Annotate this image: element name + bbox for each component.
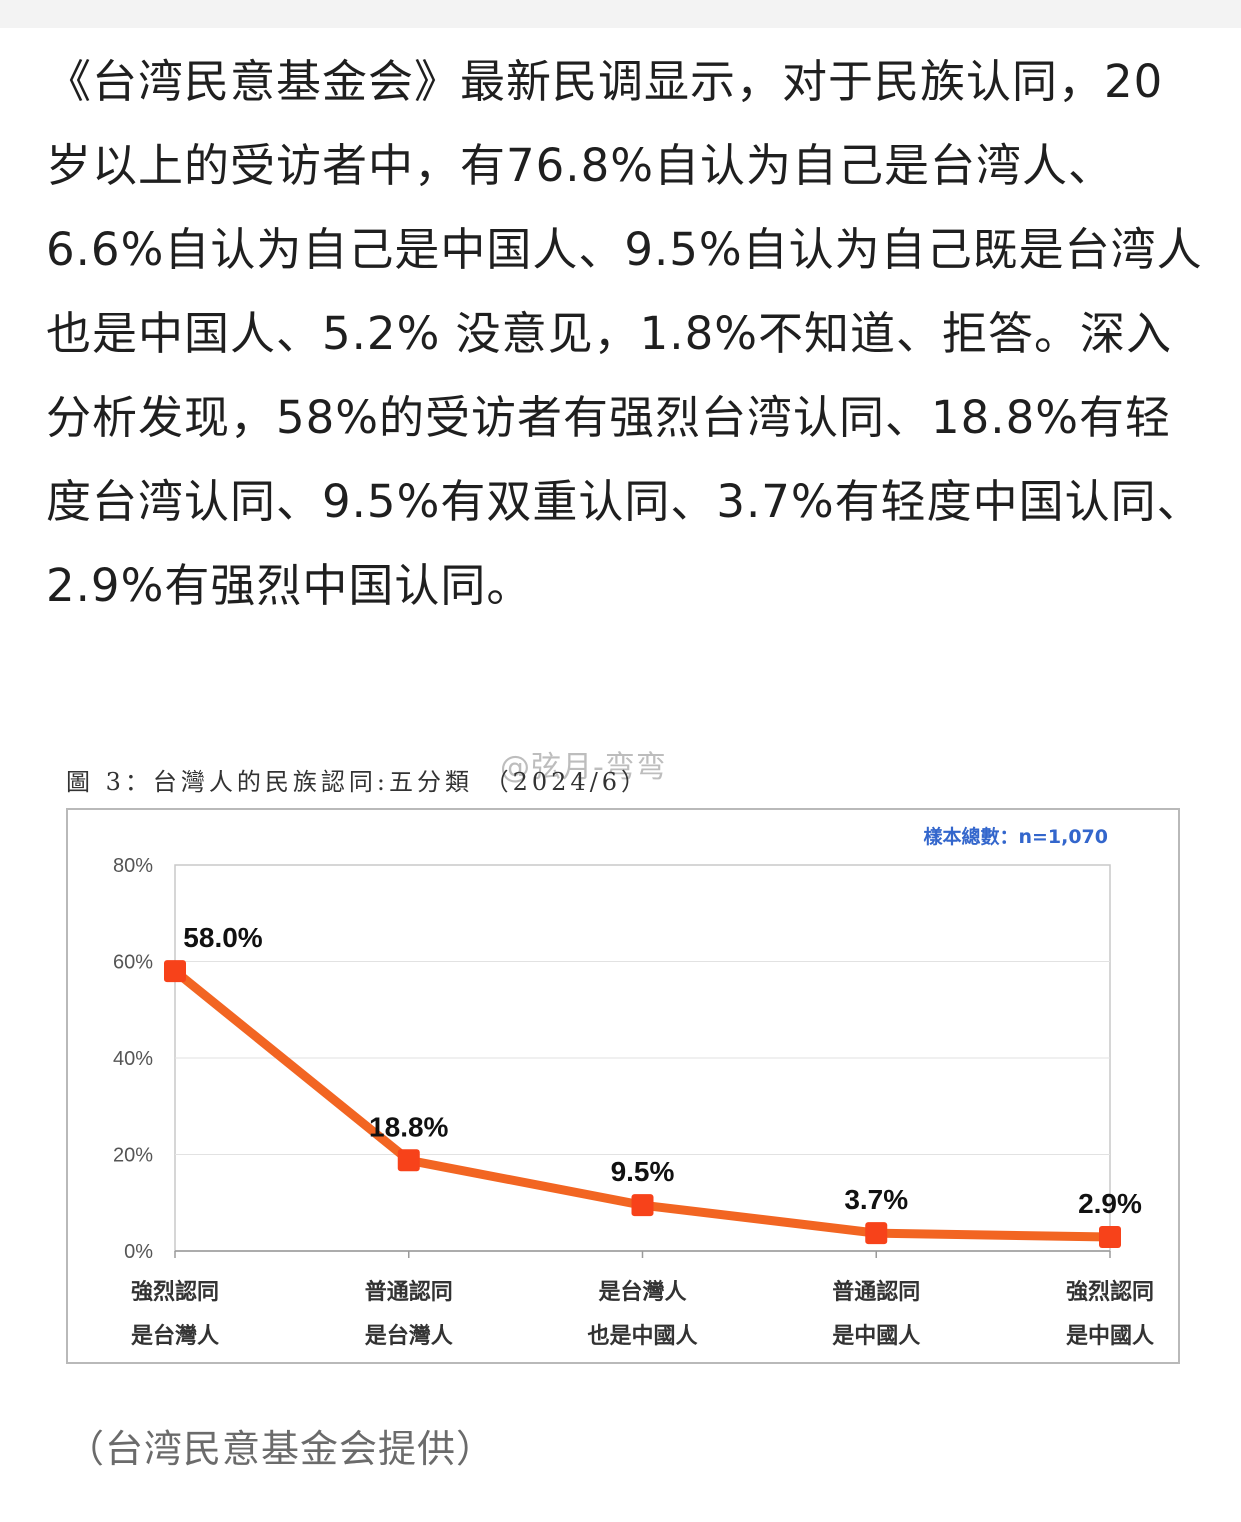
- x-tick-label: 普通認同: [832, 1279, 920, 1305]
- data-label: 58.0%: [183, 922, 262, 953]
- x-tick-label: 是台灣人: [131, 1323, 219, 1349]
- image-caption: （台湾民意基金会提供）: [66, 1427, 496, 1471]
- x-tick-label: 是中國人: [832, 1324, 920, 1349]
- y-tick-label: 0%: [124, 1241, 153, 1263]
- x-tick-label: 也是中國人: [587, 1324, 697, 1349]
- data-label: 18.8%: [369, 1111, 448, 1142]
- x-tick-label: 普通認同: [365, 1279, 453, 1305]
- data-point-marker: [1099, 1226, 1121, 1249]
- x-tick-label: 強烈認同: [1066, 1279, 1154, 1305]
- chart-frame: 0% 20% 40% 60% 80% 強烈認同 是台灣人 普通認同 是台灣人 是台灣人 也是中國人普…: [66, 808, 1180, 1364]
- data-point-marker: [397, 1149, 420, 1172]
- watermark-text: @弦月-弯弯: [500, 750, 667, 785]
- y-tick-label: 20%: [113, 1145, 153, 1167]
- data-point-marker: [164, 960, 186, 983]
- data-label: 9.5%: [611, 1156, 675, 1187]
- article-paragraph: 《台湾民意基金会》最新民调显示，对于民族认同，20岁以上的受访者中，有76.8%…: [46, 55, 1203, 612]
- data-label: 2.9%: [1078, 1188, 1142, 1219]
- data-label: 3.7%: [844, 1184, 908, 1215]
- chart-title: 圖 3：台灣人的民族認同:五分類 （2024/6）: [66, 768, 650, 796]
- y-tick-label: 40%: [113, 1048, 153, 1070]
- data-point-marker: [865, 1222, 888, 1245]
- line-chart: 0%20%40%60%80%強烈認同是台灣人普通認同是台灣人是台灣人也是中國人普…: [113, 825, 1154, 1349]
- data-point-marker: [631, 1194, 654, 1217]
- x-tick-label: 是中國人: [1066, 1324, 1154, 1349]
- x-tick-label: 是台灣人: [365, 1323, 453, 1349]
- sample-size-note: 樣本總數：n=1,070: [923, 825, 1108, 848]
- top-bar: [0, 0, 1241, 28]
- y-tick-label: 60%: [113, 952, 153, 974]
- x-tick-label: 強烈認同: [131, 1279, 219, 1305]
- x-tick-label: 是台灣人: [598, 1279, 686, 1305]
- y-tick-label: 80%: [113, 855, 153, 877]
